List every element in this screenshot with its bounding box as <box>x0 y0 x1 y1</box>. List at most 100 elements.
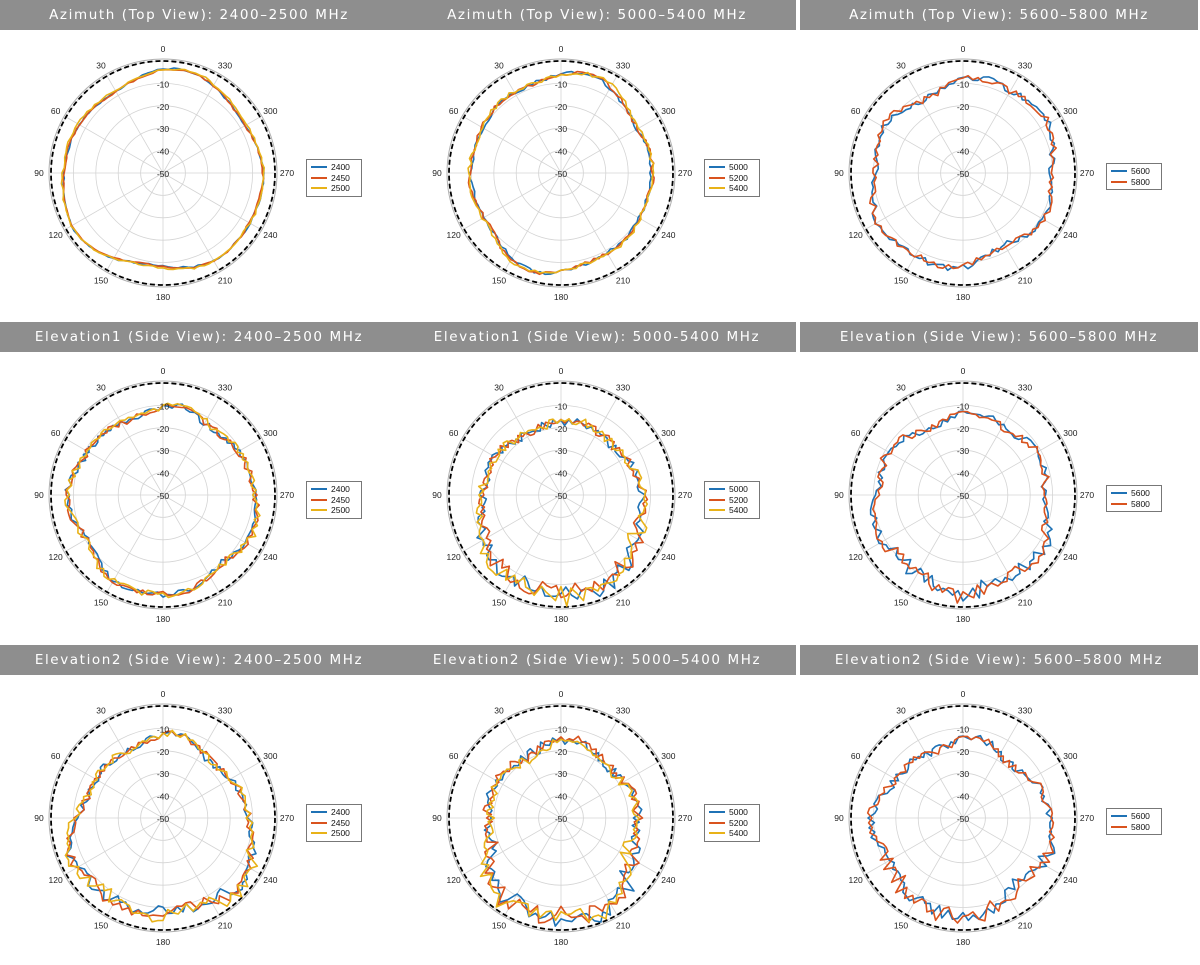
reference-circle <box>850 382 1076 608</box>
angle-tick-label: 180 <box>956 292 970 302</box>
angle-tick-label: 0 <box>161 689 166 699</box>
angle-tick-label: 60 <box>449 751 459 761</box>
grid-spoke <box>162 817 261 875</box>
radial-tick-label: -40 <box>555 469 568 479</box>
series-trace-5200 <box>482 735 644 924</box>
legend-entry: 2450 <box>311 818 358 829</box>
radial-tick-label: -40 <box>555 792 568 802</box>
legend-label: 5200 <box>729 817 748 828</box>
legend-label: 2500 <box>331 828 350 839</box>
legend-label: 5600 <box>1131 488 1150 499</box>
chart-panel: Elevation1 (Side View): 2400–2500 MHz 0 30… <box>0 322 398 642</box>
series-trace-2400 <box>64 403 258 598</box>
polar-plot: 0 30 60 90 120 150 180 210 240 270 300 330 -10 -20 -30… <box>834 689 1094 947</box>
legend-label: 5200 <box>729 172 748 183</box>
radial-tick-label: -30 <box>555 769 568 779</box>
grid-spoke <box>65 817 164 875</box>
angle-tick-label: 330 <box>616 383 630 393</box>
angle-tick-label: 300 <box>1063 751 1077 761</box>
radial-tick-label: -10 <box>555 401 568 411</box>
grid-spoke <box>106 397 164 496</box>
grid-spoke <box>162 494 261 552</box>
angle-tick-label: 300 <box>263 428 277 438</box>
legend-swatch <box>311 821 327 824</box>
legend-entry: 5000 <box>709 807 756 818</box>
grid-spoke <box>962 116 1061 174</box>
grid-spoke <box>962 172 1061 230</box>
angle-tick-label: 90 <box>834 813 844 823</box>
chart-title: Elevation1 (Side View): 5000-5400 MHz <box>398 322 796 352</box>
angle-tick-label: 180 <box>156 614 170 624</box>
outer-ring <box>446 58 676 288</box>
radial-tick-label: -50 <box>555 169 568 179</box>
angle-tick-label: 150 <box>94 920 108 930</box>
legend-entry: 2450 <box>311 173 358 184</box>
chart-title: Elevation (Side View): 5600–5800 MHz <box>800 322 1198 352</box>
grid-spoke <box>906 397 964 496</box>
angle-tick-label: 180 <box>156 937 170 947</box>
legend-swatch <box>709 509 725 512</box>
legend-entry: 5200 <box>709 818 756 829</box>
angle-tick-label: 210 <box>616 275 630 285</box>
polar-plot-area: 0 30 60 90 120 150 180 210 240 270 300 330 -10 -20 -30… <box>0 30 398 320</box>
radial-tick-label: -10 <box>157 724 170 734</box>
angle-tick-label: 330 <box>1018 383 1032 393</box>
legend-label: 2450 <box>331 172 350 183</box>
grid-spoke <box>906 817 964 916</box>
radial-tick-label: -40 <box>157 469 170 479</box>
grid-spoke <box>962 720 1020 819</box>
polar-plot-area: 0 30 60 90 120 150 180 210 240 270 300 330 -10 -20 -30… <box>0 352 398 642</box>
legend-label: 2400 <box>331 484 350 495</box>
legend: 5600 5800 <box>1106 485 1162 512</box>
radial-tick-label: -40 <box>957 792 970 802</box>
legend-entry: 2450 <box>311 495 358 506</box>
outer-ring <box>48 58 278 288</box>
angle-tick-label: 90 <box>34 490 44 500</box>
chart-panel: Elevation (Side View): 5600–5800 MHz 0 30 6… <box>800 322 1198 642</box>
legend-swatch <box>311 509 327 512</box>
series-trace-2500 <box>60 68 266 271</box>
legend-swatch <box>709 498 725 501</box>
angle-tick-label: 240 <box>661 552 675 562</box>
legend-swatch <box>709 166 725 169</box>
legend-label: 5000 <box>729 484 748 495</box>
grid-spoke <box>560 438 659 496</box>
series-trace-5400 <box>479 738 640 923</box>
grid-spoke <box>106 720 164 819</box>
polar-plot: 0 30 60 90 120 150 180 210 240 270 300 330 -10 -20 -30… <box>834 366 1094 624</box>
angle-tick-label: 0 <box>961 689 966 699</box>
angle-tick-label: 0 <box>559 366 564 376</box>
grid-spoke <box>865 438 964 496</box>
angle-tick-label: 60 <box>51 428 61 438</box>
angle-tick-label: 270 <box>1080 490 1094 500</box>
angle-tick-label: 120 <box>49 230 63 240</box>
angle-tick-label: 60 <box>851 428 861 438</box>
angle-tick-label: 150 <box>492 597 506 607</box>
radial-tick-label: -10 <box>157 401 170 411</box>
legend-entry: 2400 <box>311 807 358 818</box>
legend-swatch <box>1111 180 1127 183</box>
angle-tick-label: 330 <box>218 383 232 393</box>
radial-tick-label: -50 <box>555 814 568 824</box>
grid-spoke <box>560 720 618 819</box>
radial-tick-label: -50 <box>157 814 170 824</box>
angle-tick-label: 210 <box>616 920 630 930</box>
angle-tick-label: 330 <box>1018 61 1032 71</box>
legend-swatch <box>709 176 725 179</box>
angle-tick-label: 240 <box>1063 230 1077 240</box>
legend: 2400 2450 2500 <box>306 804 362 842</box>
angle-tick-label: 30 <box>96 61 106 71</box>
legend-label: 5400 <box>729 505 748 516</box>
series-trace-5400 <box>467 71 655 274</box>
angle-tick-label: 330 <box>218 706 232 716</box>
radial-tick-label: -40 <box>957 469 970 479</box>
angle-tick-label: 90 <box>432 490 442 500</box>
reference-circle <box>50 705 276 931</box>
grid-spoke <box>560 817 618 916</box>
angle-tick-label: 210 <box>616 597 630 607</box>
legend: 5000 5200 5400 <box>704 159 760 197</box>
series-trace-2450 <box>62 68 265 269</box>
grid-spoke <box>162 720 220 819</box>
radial-tick-label: -20 <box>555 424 568 434</box>
grid-spoke <box>504 75 562 174</box>
